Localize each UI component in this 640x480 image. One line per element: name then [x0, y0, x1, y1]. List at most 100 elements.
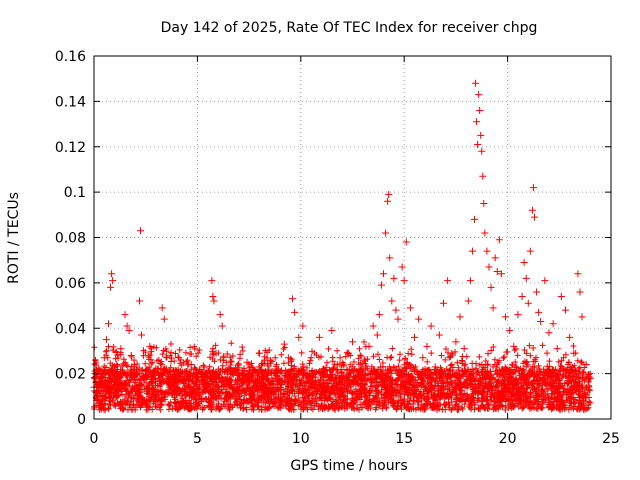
- band-point: [408, 346, 415, 353]
- data-point: [284, 354, 292, 362]
- data-point: [222, 376, 230, 384]
- band-point: [200, 383, 207, 390]
- band-point: [100, 387, 107, 394]
- band-point: [214, 384, 221, 391]
- band-point: [484, 388, 491, 395]
- band-point: [526, 405, 533, 412]
- data-point: [303, 372, 311, 380]
- band-point: [270, 399, 277, 406]
- band-point: [213, 388, 220, 395]
- band-point: [454, 359, 461, 366]
- band-point: [443, 345, 450, 352]
- band-point: [128, 363, 135, 370]
- band-point: [239, 347, 246, 354]
- band-point: [286, 389, 293, 396]
- data-point: [272, 365, 280, 373]
- band-point: [442, 406, 449, 413]
- band-point: [511, 347, 518, 354]
- data-point: [487, 283, 495, 291]
- band-point: [272, 396, 279, 403]
- band-point: [452, 348, 459, 355]
- data-point: [142, 367, 150, 375]
- band-point: [557, 362, 564, 369]
- band-point: [250, 406, 257, 413]
- band-point: [567, 366, 574, 373]
- band-point: [487, 384, 494, 391]
- band-point: [383, 403, 390, 410]
- data-point: [239, 379, 247, 387]
- data-point: [402, 238, 410, 246]
- band-point: [539, 342, 546, 349]
- data-point: [427, 322, 435, 330]
- band-point: [505, 394, 512, 401]
- band-point: [551, 389, 558, 396]
- band-point: [536, 392, 543, 399]
- band-point: [502, 380, 509, 387]
- band-point: [325, 373, 332, 380]
- band-point: [227, 395, 234, 402]
- band-point: [138, 400, 145, 407]
- band-point: [321, 404, 328, 411]
- band-point: [461, 401, 468, 408]
- band-point: [225, 403, 232, 410]
- band-point: [560, 373, 567, 380]
- band-point: [335, 399, 342, 406]
- band-point: [226, 406, 233, 413]
- band-point: [313, 390, 320, 397]
- band-point: [452, 379, 459, 386]
- band-point: [421, 403, 428, 410]
- band-point: [130, 401, 137, 408]
- band-point: [575, 375, 582, 382]
- band-point: [264, 405, 271, 412]
- band-point: [464, 366, 471, 373]
- band-point: [108, 367, 115, 374]
- band-point: [390, 399, 397, 406]
- band-point: [426, 386, 433, 393]
- band-point: [500, 372, 507, 379]
- band-point: [124, 382, 131, 389]
- band-point: [410, 397, 417, 404]
- band-point: [229, 352, 236, 359]
- band-point: [222, 368, 229, 375]
- data-point: [102, 336, 110, 344]
- band-point: [534, 368, 541, 375]
- band-point: [363, 363, 370, 370]
- data-point: [530, 213, 538, 221]
- data-point: [471, 215, 479, 223]
- band-point: [446, 354, 453, 361]
- band-point: [356, 345, 363, 352]
- band-point: [384, 394, 391, 401]
- data-point: [158, 304, 166, 312]
- band-point: [301, 390, 308, 397]
- band-point: [434, 378, 441, 385]
- band-point: [240, 386, 247, 393]
- band-point: [107, 360, 114, 367]
- band-point: [524, 361, 531, 368]
- band-point: [454, 406, 461, 413]
- data-point: [100, 354, 108, 362]
- band-point: [375, 366, 382, 373]
- data-point: [150, 386, 158, 394]
- band-point: [220, 382, 227, 389]
- data-point: [452, 338, 460, 346]
- data-point: [361, 356, 369, 364]
- band-point: [150, 369, 157, 376]
- data-point: [481, 229, 489, 237]
- band-point: [580, 376, 587, 383]
- data-point: [208, 277, 216, 285]
- band-point: [246, 395, 253, 402]
- band-point: [514, 400, 521, 407]
- band-point: [183, 358, 190, 365]
- band-point: [110, 343, 117, 350]
- band-point: [143, 397, 150, 404]
- band-point: [503, 389, 510, 396]
- band-point: [374, 351, 381, 358]
- band-point: [349, 363, 356, 370]
- band-point: [207, 402, 214, 409]
- band-point: [456, 397, 463, 404]
- band-point: [210, 345, 217, 352]
- data-point: [510, 342, 518, 350]
- band-point: [101, 406, 108, 413]
- band-point: [406, 406, 413, 413]
- data-point: [336, 354, 344, 362]
